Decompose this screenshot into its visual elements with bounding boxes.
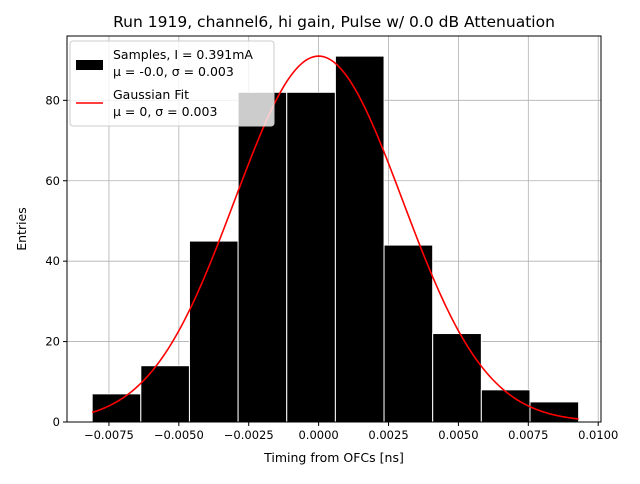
legend-fit-stats: μ = 0, σ = 0.003	[113, 104, 217, 119]
histogram-bar-0	[91, 393, 142, 423]
x-tick-label-1: −0.0050	[154, 428, 204, 442]
x-axis-ticks: −0.0075 −0.0050 −0.0025 0.0000 0.0025 0.0050 0…	[84, 422, 618, 442]
chart-title: Run 1919, channel6, hi gain, Pulse w/ 0.…	[113, 13, 555, 31]
histogram-bar-2	[188, 240, 239, 423]
gaussian-fit-layer	[91, 55, 579, 420]
legend-histogram-stats: μ = -0.0, σ = 0.003	[113, 64, 234, 79]
histogram-bars	[91, 55, 580, 423]
x-tick-label-0: −0.0075	[84, 428, 134, 442]
histogram-bar-6	[383, 244, 434, 423]
y-tick-label-2: 40	[45, 254, 60, 268]
legend-fit-label: Gaussian Fit	[113, 87, 189, 102]
legend-histogram-label: Samples, I = 0.391mA	[113, 47, 253, 62]
x-tick-label-5: 0.0050	[438, 428, 478, 442]
x-tick-label-2: −0.0025	[224, 428, 274, 442]
plot-frame	[66, 35, 602, 423]
x-tick-label-6: 0.0075	[508, 428, 548, 442]
histogram-bar-5	[334, 55, 385, 423]
histogram-bar-3	[237, 91, 288, 423]
gaussian-fit-curve	[91, 55, 579, 420]
y-axis-ticks: 0 20 40 60 80	[45, 93, 67, 429]
histogram-bar-9	[529, 401, 580, 423]
legend-histogram-swatch	[76, 60, 103, 70]
x-axis-label: Timing from OFCs [ns]	[263, 450, 404, 465]
y-tick-label-3: 60	[45, 174, 60, 188]
x-tick-label-3: 0.0000	[298, 428, 338, 442]
x-tick-label-7: 0.0100	[578, 428, 618, 442]
y-tick-label-0: 0	[53, 415, 60, 429]
y-tick-label-4: 80	[45, 93, 60, 107]
legend: Samples, I = 0.391mA μ = -0.0, σ = 0.003…	[69, 40, 275, 127]
y-axis-label: Entries	[14, 207, 29, 251]
y-tick-label-1: 20	[45, 335, 60, 349]
histogram-bar-1	[140, 365, 190, 423]
histogram-bar-7	[432, 333, 482, 423]
histogram-bar-4	[286, 91, 336, 423]
histogram-bar-8	[480, 389, 531, 423]
x-tick-label-4: 0.0025	[368, 428, 408, 442]
legend-box	[69, 40, 275, 127]
